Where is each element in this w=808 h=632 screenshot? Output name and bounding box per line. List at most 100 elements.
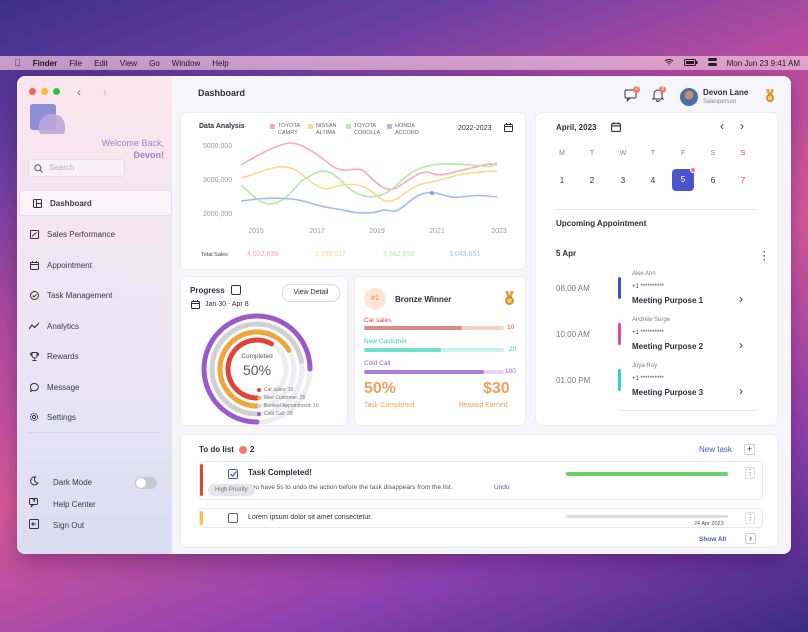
avatar[interactable] [680,88,698,106]
sidebar-item-task-management[interactable]: Task Management [17,282,172,308]
todo-progress-track [566,515,728,518]
wifi-icon[interactable] [664,58,674,68]
y-tick-label: 3000,000 [203,177,232,184]
x-tick-label: 2021 [429,228,445,235]
reward-bar-fill [364,326,462,330]
progress-title: Progress [190,286,225,295]
todo-count: 2 [250,445,255,454]
control-center-icon[interactable] [707,58,717,68]
x-tick-label: 2023 [491,228,507,235]
sidebar-item-appointment[interactable]: Appointment [17,252,172,278]
forward-arrow-icon[interactable]: › [103,85,107,99]
calendar-day[interactable]: 4 [650,176,656,185]
search-icon [34,163,43,179]
sidebar-item-analytics[interactable]: Analytics [17,313,172,339]
appointment-purpose[interactable]: Meeting Purpose 1 [632,296,704,305]
legend-label: TOYOTA CAMRY [278,123,300,136]
calendar-day[interactable]: 3 [620,176,626,185]
new-task-link[interactable]: New task [699,445,732,454]
event-dot [690,167,696,173]
chart-period[interactable]: 2022-2023 [458,125,492,132]
reward-bar-label: Cold Call [364,360,391,367]
back-arrow-icon[interactable]: ‹ [77,85,81,99]
search-input[interactable]: Search [28,159,125,177]
sidebar-item-sales-performance[interactable]: Sales Performance [17,221,172,247]
ring-arc [217,329,292,409]
progress-center-label: Completed [241,353,273,360]
zoom-window-button[interactable] [53,88,60,95]
undo-message: You have 5s to undo the action before th… [248,484,453,491]
battery-icon[interactable] [683,58,698,68]
minimize-window-button[interactable] [41,88,48,95]
calendar-divider [556,209,756,210]
menu-view[interactable]: View [113,58,137,68]
sidebar-item-message[interactable]: Message [17,374,172,400]
menu-help[interactable]: Help [205,58,228,68]
calendar-day-selected[interactable]: 5 [672,167,696,191]
menu-window[interactable]: Window [165,58,200,68]
todo-checkbox[interactable] [228,513,238,523]
todo-item: Task Completed! You have 5s to undo the … [199,461,763,500]
chevron-right-icon[interactable]: › [739,338,743,352]
menu-go[interactable]: Go [142,58,160,68]
more-options-icon[interactable]: ⋮ [745,467,755,479]
notifications-button[interactable]: 3 [651,86,666,104]
messages-button[interactable]: 2 [624,86,640,104]
calendar-icon[interactable] [611,122,621,134]
legend-dot [257,396,261,400]
sidebar-item-settings[interactable]: Settings [17,404,172,430]
help-center-link[interactable]: Help Center [29,498,96,510]
more-options-icon[interactable]: · · · [763,247,766,265]
calendar-day[interactable]: 1 [559,176,565,185]
chevron-right-icon[interactable]: › [739,384,743,398]
task-completed-pct: 50% [364,380,397,397]
legend-label: New Customer: 25 [264,395,306,401]
legend-label: HONDA ACCORD [395,123,419,136]
apple-icon[interactable]:  [14,58,21,68]
dark-mode-row: Dark Mode [29,476,92,488]
calendar-day[interactable]: 2 [589,176,595,185]
appointment-purpose[interactable]: Meeting Purpose 2 [632,342,704,351]
task-completed-label: Task Completed [364,402,415,409]
x-tick-label: 2015 [248,228,264,235]
sidebar-item-rewards[interactable]: Rewards [17,343,172,369]
dark-mode-toggle[interactable] [135,477,157,489]
calendar-day[interactable]: 6 [710,176,716,185]
undo-link[interactable]: Undo [494,484,510,491]
menu-file[interactable]: File [62,58,82,68]
calendar-icon[interactable] [504,123,513,134]
expand-icon[interactable] [231,285,241,295]
close-window-button[interactable] [29,88,36,95]
sidebar-item-dashboard[interactable]: Dashboard [19,190,172,216]
add-task-button[interactable]: + [744,444,755,455]
appointment-person: Andrew Surge [632,317,671,323]
welcome-name: Devon! [133,150,164,160]
sign-out-link[interactable]: Sign Out [29,519,84,531]
show-all-chevron-icon[interactable]: › [745,533,756,544]
todo-checkbox-checked[interactable] [228,469,238,479]
calendar-month: April, 2023 [556,123,597,132]
app-window: ‹ › Welcome Back, Devon! Search Dashboar… [17,76,791,554]
calendar-day[interactable]: 7 [740,176,746,185]
series-line [240,142,498,191]
next-month-button[interactable]: › [740,119,744,133]
user-name[interactable]: Devon Lane [703,88,749,97]
user-role: Salesperson [703,99,737,105]
appointment-phone: +1 ********** [632,376,664,382]
menu-datetime[interactable]: Mon Jun 23 9:41 AM [726,58,800,68]
chevron-right-icon[interactable]: › [739,292,743,306]
sign-out-label: Sign Out [53,520,85,530]
prev-month-button[interactable]: ‹ [720,119,724,133]
view-detail-button[interactable]: View Detail [282,284,340,302]
more-options-icon[interactable]: ⋮ [745,512,755,524]
weekday-label: T [650,150,656,157]
todo-item-text: Lorem ipsum dolor sit amet consectetur. [248,514,373,521]
reward-title: Bronze Winner [395,295,452,304]
menu-edit[interactable]: Edit [87,58,108,68]
appointment-purpose[interactable]: Meeting Purpose 3 [632,388,704,397]
appointment-phone: +1 ********** [632,284,664,290]
menu-app-name[interactable]: Finder [26,58,57,68]
welcome-text: Welcome Back, Devon! [102,137,164,161]
show-all-link[interactable]: Show All [699,536,727,543]
legend-swatch [270,124,275,129]
